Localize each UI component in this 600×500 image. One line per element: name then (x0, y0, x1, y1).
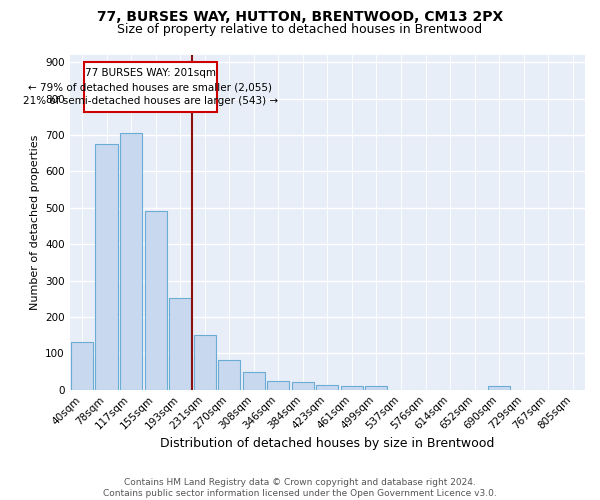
Bar (169, 298, 191, 390)
Text: 21% of semi-detached houses are larger (543) →: 21% of semi-detached houses are larger (… (23, 96, 278, 106)
Text: 77, BURSES WAY, HUTTON, BRENTWOOD, CM13 2PX: 77, BURSES WAY, HUTTON, BRENTWOOD, CM13 … (97, 10, 503, 24)
Bar (341, 386, 363, 390)
Bar (194, 335, 216, 390)
Bar (488, 386, 510, 390)
Bar (267, 381, 289, 390)
Bar (95, 144, 118, 390)
Bar (145, 212, 167, 390)
Bar (120, 133, 142, 390)
Text: Size of property relative to detached houses in Brentwood: Size of property relative to detached ho… (118, 22, 482, 36)
Bar (243, 372, 265, 390)
Text: 77 BURSES WAY: 201sqm: 77 BURSES WAY: 201sqm (85, 68, 216, 78)
X-axis label: Distribution of detached houses by size in Brentwood: Distribution of detached houses by size … (160, 437, 494, 450)
Bar (218, 360, 240, 390)
Bar (316, 386, 338, 390)
Bar (292, 382, 314, 390)
Bar (365, 386, 388, 390)
Text: ← 79% of detached houses are smaller (2,055): ← 79% of detached houses are smaller (2,… (28, 82, 272, 92)
Bar (71, 342, 93, 390)
FancyBboxPatch shape (84, 62, 217, 112)
Y-axis label: Number of detached properties: Number of detached properties (29, 134, 40, 310)
Text: Contains HM Land Registry data © Crown copyright and database right 2024.
Contai: Contains HM Land Registry data © Crown c… (103, 478, 497, 498)
